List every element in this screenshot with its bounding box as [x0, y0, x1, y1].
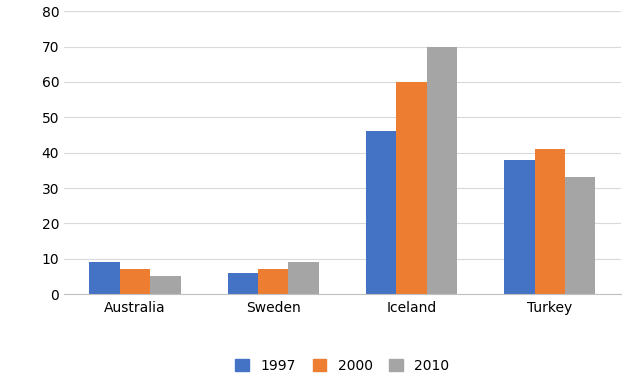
Bar: [228, 273, 258, 294]
Bar: [565, 178, 595, 294]
Legend: 1997, 2000, 2010: 1997, 2000, 2010: [228, 352, 456, 377]
Bar: [90, 262, 120, 294]
Bar: [120, 269, 150, 294]
Bar: [258, 269, 289, 294]
Bar: [504, 160, 534, 294]
Bar: [150, 276, 180, 294]
Bar: [427, 47, 457, 294]
Bar: [534, 149, 565, 294]
Bar: [396, 82, 427, 294]
Bar: [289, 262, 319, 294]
Bar: [366, 132, 396, 294]
